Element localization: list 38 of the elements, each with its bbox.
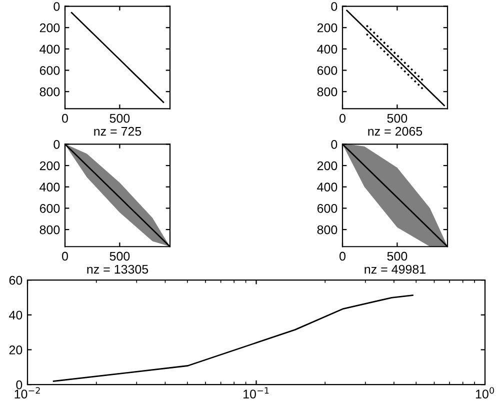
y-tick-label: 800 (317, 225, 338, 234)
y-tick-label: 800 (40, 87, 60, 96)
x-axis-title: nz = 725 (94, 126, 142, 136)
x-tick-label: 0 (340, 252, 346, 261)
x-tick-label: 500 (110, 252, 130, 261)
x-tick-label: 500 (387, 252, 408, 261)
x-axis-title: nz = 13305 (87, 264, 148, 274)
y-tick-label: 400 (40, 182, 60, 192)
y-tick-label: 400 (317, 182, 338, 192)
x-tick-label: 0 (62, 114, 68, 123)
y-tick-label: 600 (317, 66, 338, 75)
y-tick-label: 0 (331, 2, 338, 11)
y-tick-label: 0 (54, 140, 60, 149)
y-tick-label: 60 (9, 276, 22, 285)
y-tick-label: 0 (54, 2, 60, 11)
x-tick-label: 0 (62, 252, 68, 261)
y-tick-label: 400 (40, 44, 60, 54)
y-tick-label: 0 (16, 380, 22, 390)
x-tick-label: 500 (110, 114, 130, 123)
x-tick-label: 10$^{0}$ (476, 387, 494, 399)
x-tick-label: 10$^{−1}$ (244, 387, 269, 399)
y-tick-label: 200 (317, 161, 338, 170)
y-tick-label: 0 (331, 140, 338, 149)
y-tick-label: 20 (9, 346, 22, 354)
x-axis-title: nz = 49981 (364, 264, 426, 274)
y-tick-label: 200 (317, 23, 338, 32)
x-tick-label: 0 (340, 114, 346, 123)
y-tick-label: 600 (317, 204, 338, 213)
y-tick-label: 200 (40, 161, 60, 170)
x-axis-title: nz = 2065 (368, 126, 422, 136)
y-tick-label: 600 (40, 66, 60, 75)
y-tick-label: 800 (40, 225, 60, 234)
y-tick-label: 600 (40, 204, 60, 213)
y-tick-label: 800 (317, 87, 338, 96)
x-tick-label: 500 (387, 114, 408, 123)
y-tick-label: 40 (9, 310, 22, 320)
y-tick-label: 200 (40, 23, 60, 32)
y-tick-label: 400 (317, 44, 338, 54)
